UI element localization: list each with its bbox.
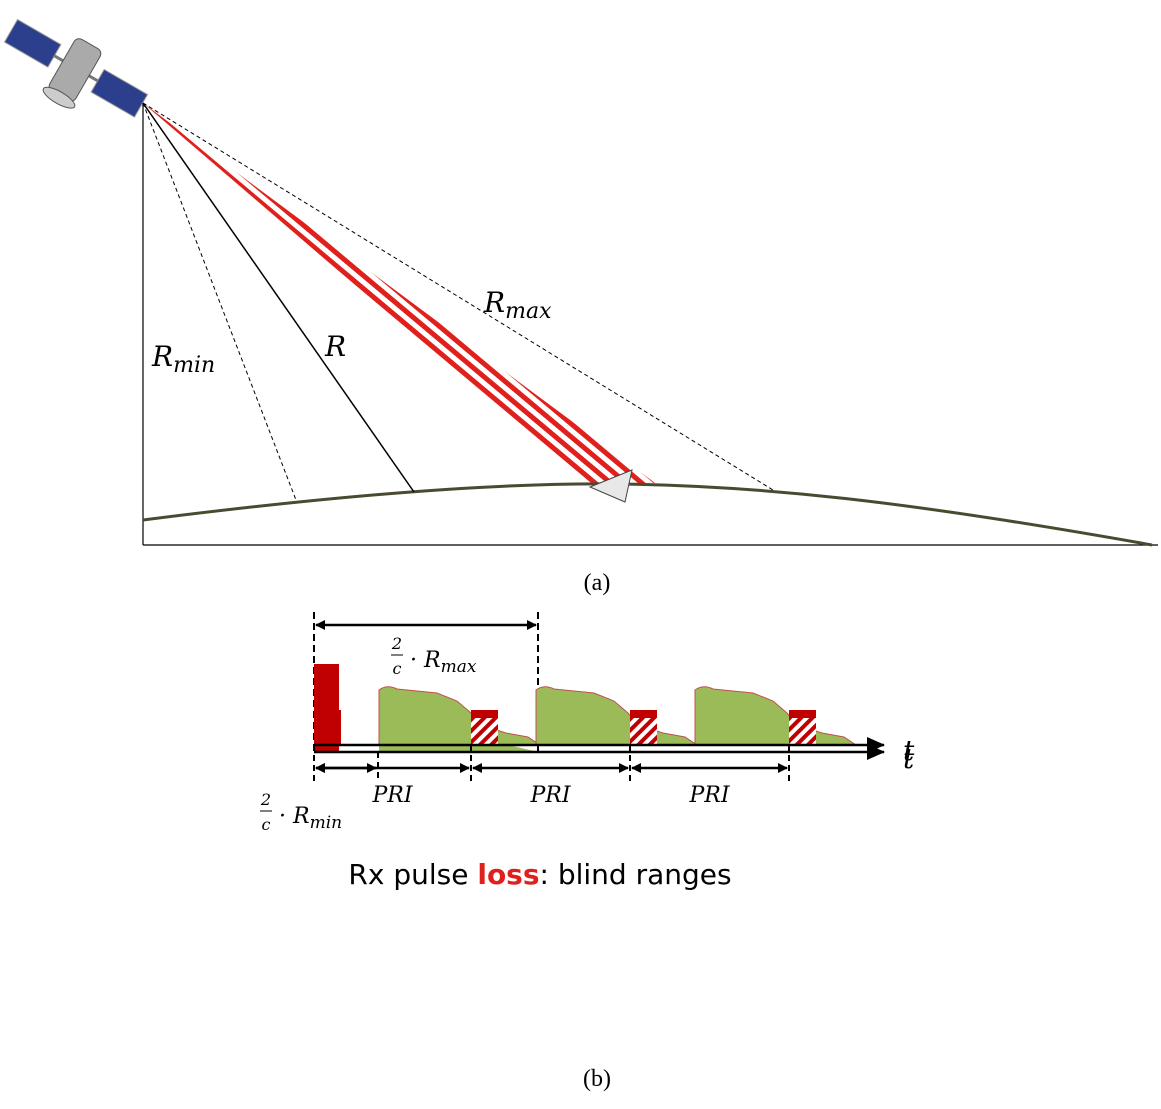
aircraft-target bbox=[588, 469, 633, 503]
rx-echo bbox=[378, 686, 542, 746]
time-label: t bbox=[903, 734, 915, 767]
formula-body: · Rmin bbox=[279, 804, 342, 833]
pri-label: PRI bbox=[529, 783, 571, 808]
r-label: R bbox=[324, 330, 346, 363]
denominator: c bbox=[393, 659, 402, 678]
pri-intervals: PRI PRI PRI bbox=[313, 745, 790, 808]
antenna-dish bbox=[42, 86, 76, 109]
rx-echo bbox=[694, 686, 858, 746]
solar-panel bbox=[90, 68, 149, 118]
numerator: 2 bbox=[260, 790, 271, 809]
solar-panel bbox=[3, 18, 62, 68]
formula-min: 2 c · Rmin bbox=[260, 790, 342, 834]
blind-overlap bbox=[789, 718, 816, 745]
heading: Rx pulse loss: blind ranges bbox=[348, 858, 731, 891]
pri-label: PRI bbox=[688, 783, 730, 808]
ground-surface bbox=[142, 482, 1153, 547]
satellite bbox=[3, 18, 149, 118]
formula-max: 2 c · Rmax bbox=[391, 634, 477, 678]
r-line bbox=[142, 102, 415, 493]
radar-beam bbox=[143, 103, 655, 485]
formula-body: · Rmax bbox=[410, 648, 477, 677]
caption-b: (b) bbox=[583, 1066, 611, 1092]
caption-a: (a) bbox=[584, 570, 611, 596]
rx-echo bbox=[535, 686, 699, 746]
pri-label: PRI bbox=[371, 783, 413, 808]
tx-pulse bbox=[314, 710, 341, 745]
numerator: 2 bbox=[391, 634, 402, 653]
blind-overlap bbox=[630, 718, 657, 745]
denominator: c bbox=[262, 815, 271, 834]
r-min-label: Rmin bbox=[151, 340, 215, 378]
r-min-line bbox=[142, 102, 297, 501]
time-label: t bbox=[903, 742, 915, 775]
blind-overlap bbox=[471, 718, 498, 745]
r-max-line bbox=[142, 102, 774, 491]
r-max-label: Rmax bbox=[483, 286, 552, 324]
pulse-train bbox=[314, 686, 858, 746]
